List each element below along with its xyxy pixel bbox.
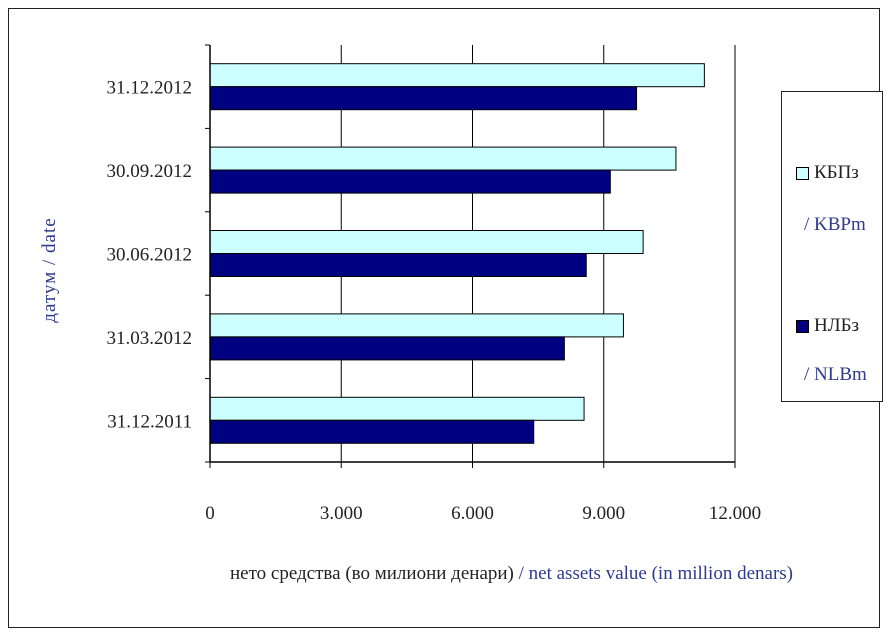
bar-nlbz: [209, 86, 638, 111]
legend-swatch-kbpz: [796, 166, 809, 180]
tick-labels: 0 3.000 6.000 9.000 12.000 31.12.2012 30.09.20…: [107, 78, 762, 524]
x-tick-label: 3.000: [320, 503, 363, 524]
x-tick-label: 6.000: [451, 503, 494, 524]
legend-label-kbpz: КБПз: [814, 162, 859, 183]
bar-nlbz: [209, 419, 535, 444]
y-axis-title-mk: датум: [39, 270, 60, 323]
axes: [205, 44, 736, 468]
bar-nlbz: [209, 336, 565, 361]
legend-label-kbpm: / KBPm: [804, 214, 866, 235]
x-tick-label: 9.000: [582, 503, 625, 524]
x-axis-title-mk: нето средства (во милиони денари): [230, 563, 514, 584]
x-axis-title: нето средства (во милиони денари) / net …: [230, 563, 793, 585]
y-tick-label: 31.12.2011: [107, 411, 192, 432]
legend-label-nlbm: / NLBm: [804, 364, 867, 385]
x-axis-title-en: / net assets value (in million denars): [518, 563, 794, 584]
bar-nlbz: [209, 169, 611, 194]
bar-kbpz: [209, 146, 677, 171]
y-tick-label: 30.09.2012: [107, 161, 193, 182]
y-tick-label: 31.03.2012: [107, 328, 193, 349]
bar-kbpz: [209, 313, 624, 338]
y-axis-title: датум / date: [39, 217, 61, 322]
legend-entry-kbpz: КБПз: [796, 162, 859, 184]
y-axis-title-en: / date: [39, 217, 60, 265]
x-tick-label: 0: [205, 503, 215, 524]
bar-kbpz: [209, 230, 644, 254]
y-tick-label: 31.12.2012: [107, 78, 193, 99]
bar-nlbz: [209, 253, 587, 277]
legend-swatch-nlbz: [796, 319, 809, 333]
y-tick-label: 30.06.2012: [107, 245, 193, 266]
legend: КБПз / KBPm НЛБз / NLBm: [781, 91, 883, 402]
bars: [209, 63, 705, 444]
legend-label-nlbz: НЛБз: [814, 315, 860, 336]
bar-kbpz: [209, 63, 705, 88]
bar-kbpz: [209, 396, 585, 421]
legend-entry-nlbz: НЛБз: [796, 315, 859, 337]
x-tick-label: 12.000: [709, 503, 761, 524]
